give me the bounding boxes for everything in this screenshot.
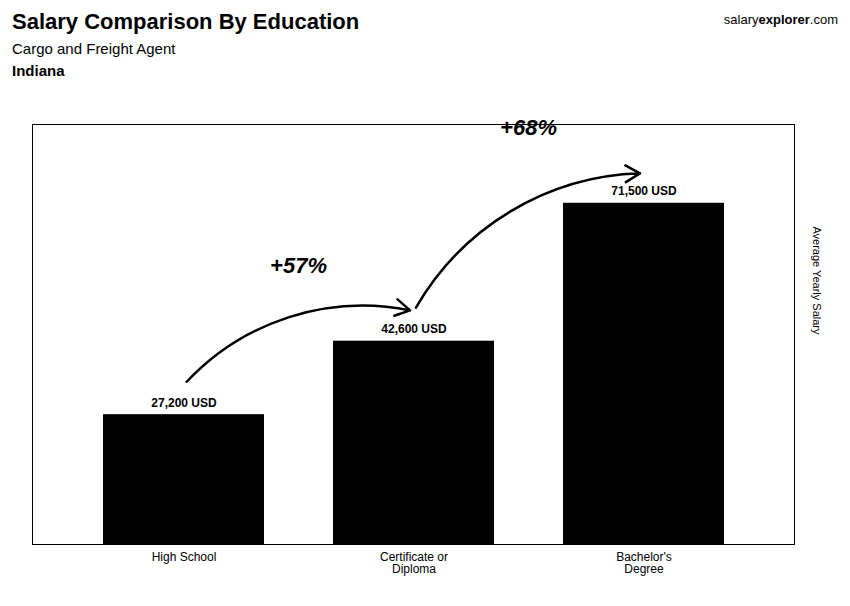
html-text:Salary Comparison By Education: Salary Comparison By Education <box>12 9 360 34</box>
svg-text:High School: High School <box>152 550 217 564</box>
svg-text:Average Yearly Salary: Average Yearly Salary <box>811 226 823 335</box>
html-text:Cargo and Freight Agent: Cargo and Freight Agent <box>12 40 176 57</box>
svg-text:+57%: +57% <box>270 253 327 278</box>
svg-text:Certificate orDiploma: Certificate orDiploma <box>380 550 448 576</box>
svg-text:42,600 USD: 42,600 USD <box>381 322 447 336</box>
html-text:salary explorer.com: salary explorer.com <box>723 12 838 27</box>
svg-text:27,200 USD: 27,200 USD <box>151 396 217 410</box>
svg-text:Bachelor'sDegree: Bachelor'sDegree <box>616 550 672 576</box>
html-text:Indiana: Indiana <box>12 62 65 79</box>
svg-text:+68%: +68% <box>500 115 557 140</box>
svg-text:71,500 USD: 71,500 USD <box>611 184 677 198</box>
